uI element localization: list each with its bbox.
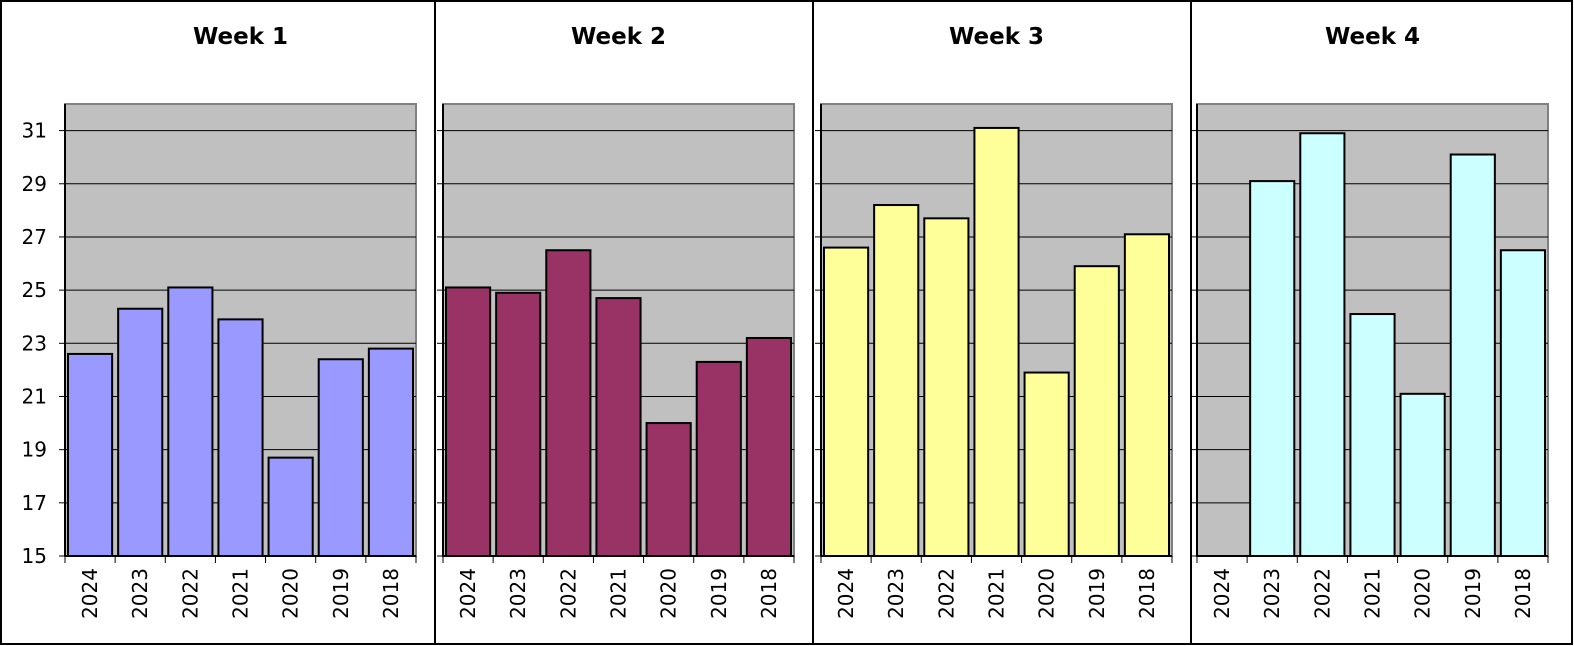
bar-2018 (367, 347, 415, 557)
y-tick-label: 15 (22, 544, 47, 568)
x-tick-label-2018: 2018 (379, 568, 403, 619)
y-tick-label: 19 (22, 438, 47, 462)
x-tick-label-2021: 2021 (985, 568, 1009, 619)
bar-2024 (67, 352, 114, 557)
x-tick-label-2023: 2023 (128, 568, 152, 619)
y-tick-label: 25 (22, 278, 47, 302)
bar-2024 (823, 246, 870, 557)
bar-2020 (1399, 392, 1446, 557)
bar-2024 (445, 286, 492, 557)
x-tick-label-2021: 2021 (607, 568, 631, 619)
chart-title: Week 1 (193, 24, 288, 50)
chart-panel-week-2: Week 2 2024 2023 2022 2021 2020 2019 2018 (434, 0, 814, 645)
bar-2019 (695, 360, 742, 557)
chart-title: Week 3 (949, 24, 1044, 50)
x-tick-label-2018: 2018 (757, 568, 781, 619)
bar-2020 (267, 456, 314, 558)
bar-2021 (595, 297, 642, 557)
x-tick-label-2024: 2024 (1210, 568, 1234, 619)
x-tick-label-2021: 2021 (229, 568, 253, 619)
x-tick-label-2022: 2022 (934, 568, 958, 619)
x-tick-label-2022: 2022 (178, 568, 202, 619)
chart-title: Week 4 (1325, 24, 1420, 50)
bar-2020 (1023, 371, 1070, 557)
y-tick-label: 23 (22, 331, 47, 355)
x-tick-label-2019: 2019 (329, 568, 353, 619)
chart-title: Week 2 (571, 24, 666, 50)
chart-panel-week-1: Week 1 15 17 19 21 23 25 27 29 31 2024 2023 2022 2021… (0, 0, 436, 645)
bar-2021 (973, 126, 1020, 557)
x-tick-label-2021: 2021 (1361, 568, 1385, 619)
x-tick-label-2019: 2019 (1461, 568, 1485, 619)
bar-2021 (1349, 313, 1396, 557)
x-tick-label-2024: 2024 (456, 568, 480, 619)
bar-2023 (495, 291, 542, 557)
bar-2023 (117, 307, 164, 557)
x-tick-label-2020: 2020 (279, 568, 303, 619)
bar-2020 (645, 422, 692, 558)
chart-panel-week-4: Week 4 2024 2023 2022 2021 2020 2019 2018 (1190, 0, 1573, 645)
x-tick-label-2022: 2022 (556, 568, 580, 619)
bar-2019 (1449, 153, 1496, 558)
y-tick-label: 27 (22, 225, 47, 249)
x-tick-label-2020: 2020 (1035, 568, 1059, 619)
x-tick-label-2018: 2018 (1511, 568, 1535, 619)
x-tick-label-2024: 2024 (834, 568, 858, 619)
bar-2018 (1123, 233, 1171, 557)
x-tick-label-2020: 2020 (1411, 568, 1435, 619)
bar-2022 (1299, 132, 1346, 557)
bar-2019 (317, 358, 364, 558)
bar-2019 (1073, 265, 1120, 557)
bar-2022 (923, 217, 970, 557)
x-tick-label-2019: 2019 (707, 568, 731, 619)
y-tick-label: 17 (22, 491, 47, 515)
x-tick-label-2022: 2022 (1310, 568, 1334, 619)
x-tick-label-2019: 2019 (1085, 568, 1109, 619)
x-tick-label-2023: 2023 (506, 568, 530, 619)
bar-2023 (873, 204, 920, 557)
y-tick-label: 21 (22, 384, 47, 408)
x-tick-label-2020: 2020 (657, 568, 681, 619)
bar-2023 (1249, 180, 1296, 557)
bar-2022 (167, 286, 214, 557)
bar-2018 (1499, 249, 1547, 557)
bar-2021 (217, 318, 264, 558)
y-tick-label: 29 (22, 172, 47, 196)
chart-panel-week-3: Week 3 2024 2023 2022 2021 2020 2019 2018 (812, 0, 1192, 645)
x-tick-label-2018: 2018 (1135, 568, 1159, 619)
x-tick-label-2024: 2024 (78, 568, 102, 619)
y-tick-label: 31 (22, 119, 47, 143)
x-tick-label-2023: 2023 (1260, 568, 1284, 619)
panel-border (1190, 0, 1573, 645)
bar-2022 (545, 249, 592, 557)
bar-2018 (745, 336, 792, 557)
x-tick-label-2023: 2023 (884, 568, 908, 619)
